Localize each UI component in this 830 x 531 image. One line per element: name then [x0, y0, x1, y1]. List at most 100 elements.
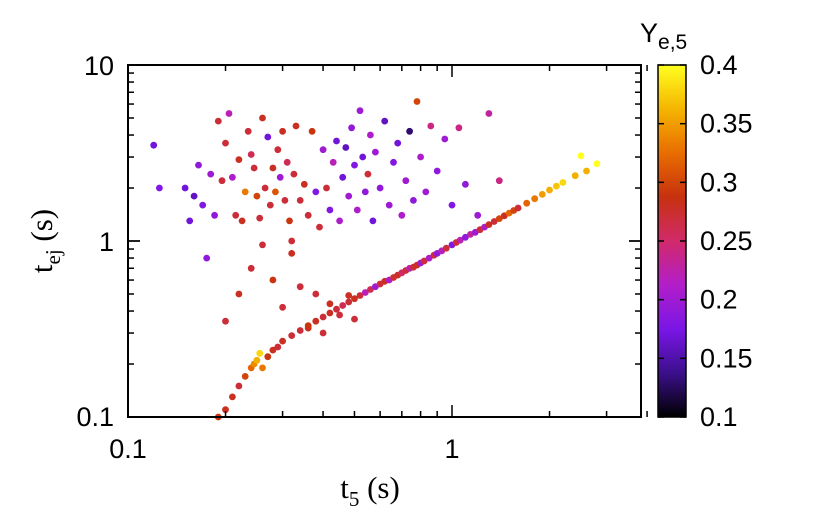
data-point-55	[351, 161, 358, 169]
data-point-66	[385, 201, 393, 209]
data-point-12	[222, 139, 229, 147]
data-point-147	[456, 236, 464, 244]
colorbar-ticks	[658, 64, 686, 418]
data-point-102	[229, 393, 236, 401]
data-point-123	[351, 295, 358, 303]
data-point-41	[304, 211, 312, 219]
data-point-154	[490, 218, 498, 225]
data-point-97	[336, 311, 343, 319]
data-point-62	[369, 217, 377, 225]
x-tick-label-0-1: 0.1	[109, 434, 147, 464]
data-point-36	[288, 237, 296, 245]
colorbar-labels: 0.1 0.15 0.2 0.25 0.3 0.35 0.4	[700, 50, 753, 432]
data-point-14	[229, 173, 236, 181]
data-point-140	[425, 254, 433, 262]
data-point-16	[235, 156, 243, 164]
data-point-46	[323, 184, 330, 192]
data-point-25	[261, 184, 269, 192]
data-point-94	[312, 290, 320, 298]
data-point-80	[455, 124, 463, 132]
data-point-92	[296, 283, 304, 291]
colorbar-label-6: 0.4	[700, 50, 738, 80]
colorbar-label-1: 0.15	[700, 343, 753, 373]
colorbar-label-0: 0.1	[700, 402, 738, 432]
data-point-96	[326, 300, 334, 308]
data-point-76	[427, 122, 435, 130]
data-point-21	[250, 164, 258, 172]
data-point-67	[390, 158, 397, 166]
data-point-113	[279, 337, 286, 345]
data-point-65	[381, 117, 389, 125]
data-point-95	[319, 329, 327, 337]
data-point-124	[356, 292, 364, 299]
data-point-35	[286, 217, 293, 225]
data-point-81	[462, 180, 469, 188]
data-point-1	[156, 184, 163, 192]
data-point-118	[319, 313, 327, 321]
data-point-83	[485, 110, 493, 117]
data-point-163	[546, 186, 553, 194]
data-point-42	[308, 127, 316, 135]
y-tick-label-1: 1	[99, 227, 114, 257]
data-point-29	[272, 188, 279, 196]
data-point-64	[376, 184, 384, 192]
data-point-15	[232, 211, 240, 219]
data-point-8	[207, 170, 215, 178]
data-point-162	[538, 191, 546, 198]
colorbar-label-3: 0.25	[700, 226, 753, 256]
data-point-0	[150, 141, 158, 149]
data-point-166	[571, 172, 579, 180]
data-point-164	[553, 182, 560, 190]
data-point-19	[244, 127, 252, 135]
colorbar-title: Ye,5	[640, 18, 687, 54]
data-point-70	[402, 177, 410, 185]
data-point-38	[292, 122, 300, 130]
data-point-159	[514, 204, 522, 212]
data-point-26	[264, 133, 272, 141]
data-point-161	[531, 195, 539, 203]
data-point-160	[523, 199, 531, 207]
data-point-43	[312, 188, 320, 196]
data-point-7	[203, 254, 211, 262]
y-axis-label: tej (s)	[24, 209, 65, 273]
data-point-120	[333, 305, 340, 313]
data-point-49	[333, 137, 340, 145]
data-point-48	[329, 158, 337, 166]
data-point-108	[256, 349, 264, 357]
data-point-116	[304, 322, 312, 330]
data-point-17	[238, 217, 246, 225]
data-point-77	[433, 167, 441, 175]
data-point-44	[316, 223, 323, 231]
data-point-98	[345, 292, 353, 299]
data-point-27	[266, 201, 274, 209]
data-point-3	[186, 217, 194, 225]
data-point-52	[342, 144, 350, 151]
data-point-72	[410, 197, 417, 204]
data-point-167	[577, 152, 585, 160]
data-point-87	[247, 264, 255, 272]
data-points	[150, 98, 601, 421]
data-point-91	[288, 250, 296, 257]
data-point-86	[235, 290, 243, 298]
data-point-75	[422, 188, 430, 196]
x-tick-label-1: 1	[444, 434, 459, 464]
data-point-90	[279, 303, 286, 311]
data-point-39	[296, 197, 304, 204]
data-point-33	[281, 197, 289, 204]
data-point-58	[359, 153, 367, 161]
data-point-24	[259, 114, 266, 122]
data-point-165	[559, 179, 567, 186]
data-point-69	[398, 211, 406, 219]
data-point-89	[269, 276, 277, 284]
data-point-104	[241, 373, 249, 380]
data-point-109	[259, 364, 266, 372]
data-point-40	[300, 180, 308, 188]
colorbar-label-4: 0.3	[700, 167, 738, 197]
data-point-112	[274, 343, 282, 351]
data-point-28	[269, 164, 277, 172]
axis-ticks	[127, 64, 648, 418]
data-point-59	[361, 188, 369, 196]
data-point-34	[283, 158, 291, 166]
data-point-107	[253, 356, 261, 364]
data-point-32	[279, 127, 286, 135]
